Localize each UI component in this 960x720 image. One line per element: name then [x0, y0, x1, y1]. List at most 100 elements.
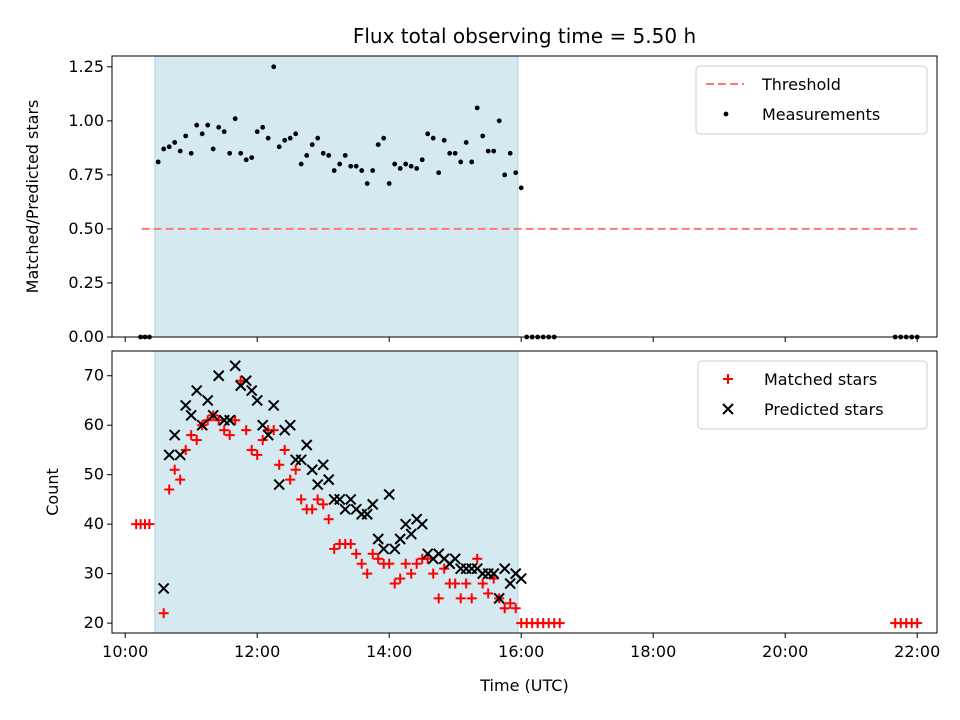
predicted-star-point	[251, 394, 263, 407]
matched-star-point	[450, 578, 461, 589]
matched-star-point	[428, 568, 439, 579]
cross-mark-b	[350, 503, 362, 516]
matched-star-point	[455, 593, 466, 604]
measurement-point	[474, 105, 480, 111]
measurement-point	[353, 163, 359, 169]
cross-mark-b	[372, 533, 384, 545]
predicted-star-point	[388, 543, 401, 555]
legend-marker-predicted-stars	[722, 403, 734, 415]
matched-star-point	[505, 598, 516, 609]
matched-star-point	[367, 548, 378, 559]
predicted-star-point	[377, 543, 390, 555]
predicted-star-point	[361, 508, 373, 520]
matched-star-point	[466, 593, 477, 604]
cross-mark-b	[157, 582, 170, 595]
measurement-point	[309, 142, 315, 148]
cross-mark-b	[245, 384, 258, 397]
chart-title: Flux total observing time = 5.50 h	[353, 24, 696, 48]
y-tick-label: 0.75	[68, 165, 104, 184]
x-tick-label: 20:00	[762, 642, 808, 661]
measurement-point	[249, 155, 255, 160]
measurement-point	[320, 150, 326, 156]
predicted-star-point	[168, 429, 181, 441]
matched-star-point	[488, 573, 499, 584]
legend-marker-measurements	[723, 111, 729, 117]
matched-star-point	[411, 558, 422, 569]
predicted-star-point	[207, 409, 219, 422]
predicted-star-point	[212, 370, 225, 382]
y-tick-label: 1.25	[68, 57, 104, 76]
cross-mark-b	[212, 370, 225, 382]
cross-mark-b	[383, 488, 395, 501]
matched-star-point	[164, 484, 175, 495]
measurement-point	[452, 150, 458, 156]
cross-mark-b	[509, 567, 522, 580]
predicted-star-point	[174, 449, 186, 461]
legend-label: Threshold	[761, 75, 841, 94]
matched-star-point	[158, 608, 169, 619]
measurement-point	[243, 157, 249, 163]
matched-star-point	[912, 618, 923, 629]
predicted-star-point	[300, 439, 313, 451]
cross-mark-b	[240, 374, 252, 387]
cross-mark-b	[377, 543, 390, 555]
x-tick-label: 14:00	[366, 642, 412, 661]
y-tick-label: 0.50	[68, 219, 104, 238]
cross-mark-b	[201, 394, 214, 407]
x-tick-label: 10:00	[102, 642, 148, 661]
cross-mark-b	[306, 464, 318, 476]
cross-mark-b	[388, 543, 401, 555]
cross-mark-b	[344, 493, 357, 506]
measurement-point	[172, 140, 178, 145]
matched-star-point	[169, 464, 180, 475]
measurement-point	[238, 150, 244, 156]
measurement-point	[480, 133, 486, 139]
measurement-point	[276, 144, 282, 150]
measurement-point	[205, 122, 211, 128]
measurement-point	[155, 159, 161, 165]
cross-mark-b	[416, 518, 428, 530]
matched-star-point	[296, 494, 307, 505]
predicted-star-point	[229, 360, 241, 372]
predicted-star-point	[416, 518, 428, 530]
y-tick-label: 60	[84, 415, 104, 434]
predicted-star-point	[256, 419, 269, 431]
predicted-star-point	[339, 503, 351, 516]
matched-star-point	[362, 568, 373, 579]
cross-mark-b	[168, 429, 181, 441]
cross-mark-b	[229, 360, 241, 372]
measurement-point	[271, 64, 277, 70]
matched-star-point	[406, 568, 417, 579]
measurement-point	[397, 166, 403, 171]
cross-mark-b	[284, 419, 296, 431]
cross-mark-b	[410, 513, 423, 525]
matched-star-point	[279, 444, 290, 455]
observing-window-band-1	[154, 350, 519, 634]
predicted-star-point	[493, 592, 505, 605]
measurement-point	[469, 159, 475, 165]
cross-mark-b	[300, 439, 313, 451]
cross-mark-b	[174, 449, 186, 461]
y-tick-label: 50	[84, 465, 104, 484]
measurement-point	[177, 148, 183, 154]
predicted-star-point	[372, 533, 384, 545]
matched-star-point	[351, 548, 362, 559]
axes-frame-1	[111, 350, 938, 634]
y-axis-label: Matched/Predicted stars	[23, 100, 42, 294]
predicted-star-point	[223, 414, 236, 426]
predicted-star-point	[399, 518, 412, 530]
measurement-point	[518, 185, 524, 191]
matched-star-point	[274, 459, 285, 470]
cross-mark-b	[223, 414, 236, 426]
y-tick-label: 20	[84, 613, 104, 632]
matched-star-point	[191, 435, 202, 446]
cross-mark-b	[196, 419, 208, 431]
cross-mark-b	[339, 503, 351, 516]
measurement-point	[414, 166, 420, 171]
y-tick-label: 0.00	[68, 327, 104, 346]
matched-star-point	[230, 415, 241, 426]
cross-mark-b	[515, 572, 527, 585]
predicted-star-point	[383, 488, 395, 501]
y-tick-label: 70	[84, 366, 104, 385]
